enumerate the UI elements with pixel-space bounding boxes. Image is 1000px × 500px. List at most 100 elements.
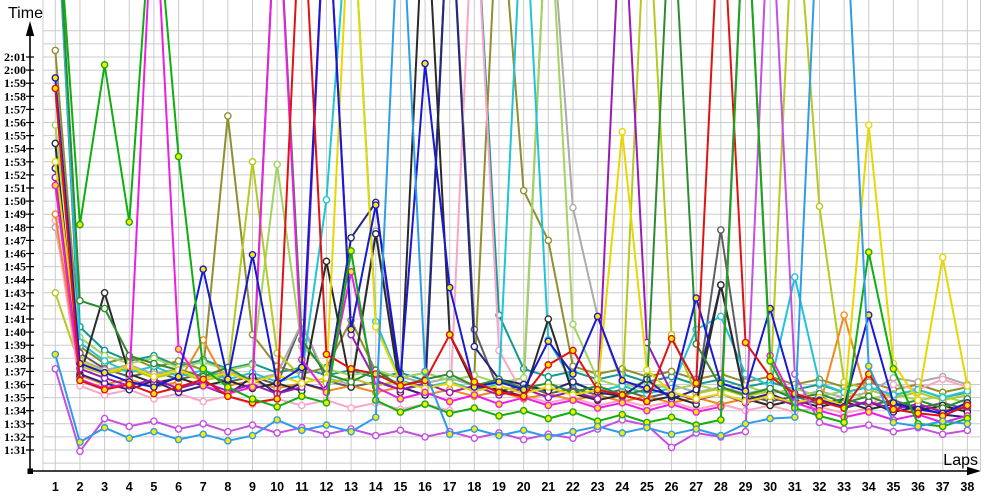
data-point-green	[815, 412, 824, 420]
data-point-green	[125, 218, 134, 226]
data-point-blue	[150, 383, 158, 391]
y-tick-label: 1:35	[4, 391, 26, 405]
data-point-yellow-green	[51, 288, 60, 297]
data-point-violet	[224, 427, 232, 436]
data-point-dark-green	[864, 392, 873, 401]
data-point-sky-blue	[125, 434, 134, 443]
y-tick-label: 1:48	[4, 220, 26, 234]
data-point-blue	[618, 376, 627, 385]
data-point-magenta	[470, 391, 479, 399]
data-point-green	[297, 392, 306, 401]
x-tick-label: 21	[541, 480, 555, 494]
data-point-yellow	[938, 253, 947, 262]
data-point-sky-blue	[248, 431, 257, 440]
x-tick-label: 22	[566, 480, 580, 494]
y-tick-label: 1:47	[4, 233, 26, 247]
data-point-sky-blue	[76, 438, 84, 446]
data-point-green	[569, 408, 577, 416]
x-tick-label: 12	[319, 480, 333, 494]
data-point-violet	[248, 421, 257, 429]
data-point-green	[840, 418, 848, 427]
x-tick-label: 4	[126, 480, 133, 494]
data-point-sky-blue	[421, 367, 429, 376]
data-point-magenta	[593, 404, 602, 412]
x-tick-label: 28	[714, 480, 728, 494]
y-tick-label: 2:01	[4, 50, 26, 64]
x-axis-title: Laps	[943, 452, 978, 469]
data-point-sky-blue	[544, 433, 553, 441]
data-point-sky-blue	[322, 421, 331, 429]
data-point-red	[273, 395, 281, 403]
data-point-sky-blue	[100, 423, 109, 432]
data-point-yellow	[963, 382, 972, 390]
data-point-yellow	[51, 157, 60, 166]
data-point-sky-blue	[618, 429, 627, 437]
x-tick-label: 6	[175, 480, 182, 494]
data-point-red	[914, 409, 922, 418]
data-point-red	[495, 388, 503, 397]
data-point-violet	[864, 421, 873, 429]
y-tick-label: 1:51	[4, 181, 26, 195]
x-tick-label: 37	[936, 480, 950, 494]
x-tick-label: 36	[911, 480, 925, 494]
axis-origin-square	[27, 468, 33, 474]
series-line-navy	[54, 0, 968, 419]
data-point-blue	[692, 294, 701, 302]
data-point-olive	[224, 112, 232, 120]
data-point-sky-blue	[889, 418, 898, 427]
data-point-red	[76, 376, 84, 385]
data-point-dark-green	[766, 384, 774, 393]
data-point-magenta	[667, 400, 676, 408]
data-point-blue	[347, 325, 355, 334]
data-point-sky-blue	[174, 435, 183, 444]
data-point-red	[593, 385, 602, 394]
data-point-violet	[100, 414, 109, 423]
x-tick-label: 38	[960, 480, 974, 494]
y-tick-label: 1:37	[4, 364, 26, 378]
series-line-dark-gray	[60, 0, 968, 411]
data-point-light-green	[519, 374, 528, 382]
data-point-red	[445, 330, 454, 339]
data-point-yellow	[766, 392, 774, 401]
data-point-dark-green	[347, 378, 355, 386]
data-point-red	[667, 334, 676, 343]
data-point-green	[618, 410, 627, 419]
data-point-magenta	[396, 395, 405, 403]
data-point-magenta	[864, 408, 873, 416]
data-point-sky-blue	[150, 427, 158, 436]
y-tick-label: 1:42	[4, 299, 26, 313]
data-point-violet	[938, 430, 947, 439]
data-point-yellow	[445, 379, 454, 387]
data-point-light-green	[273, 160, 281, 169]
data-point-cyan	[100, 357, 109, 365]
y-tick-label: 1:31	[4, 443, 26, 457]
data-point-orange	[840, 311, 848, 319]
x-tick-label: 11	[295, 480, 308, 494]
data-point-red	[889, 405, 898, 414]
series-line-blue	[54, 0, 968, 415]
y-tick-label: 1:32	[4, 430, 26, 444]
x-tick-label: 13	[344, 480, 358, 494]
data-point-sky-blue	[864, 362, 873, 370]
data-point-violet	[371, 431, 380, 440]
y-tick-label: 1:45	[4, 260, 26, 274]
data-point-dark-gray	[717, 226, 725, 234]
data-point-navy	[569, 378, 577, 386]
data-point-cyan	[815, 379, 824, 387]
data-point-red	[100, 385, 109, 394]
series-line-olive	[54, 0, 968, 394]
data-point-blue	[569, 370, 577, 378]
data-point-sky-blue	[224, 437, 232, 445]
series-line-dark-green	[61, 0, 968, 410]
data-point-yellow	[864, 121, 873, 129]
data-point-red	[815, 397, 824, 406]
data-point-green	[396, 408, 405, 416]
data-point-violet	[421, 433, 429, 441]
data-point-red	[322, 350, 331, 359]
y-tick-label: 1:55	[4, 129, 26, 143]
data-point-violet	[174, 425, 183, 433]
x-tick-label: 14	[369, 480, 383, 494]
data-point-dark-green	[150, 359, 158, 368]
data-point-green	[470, 404, 479, 412]
y-axis-title: Time	[8, 5, 43, 22]
